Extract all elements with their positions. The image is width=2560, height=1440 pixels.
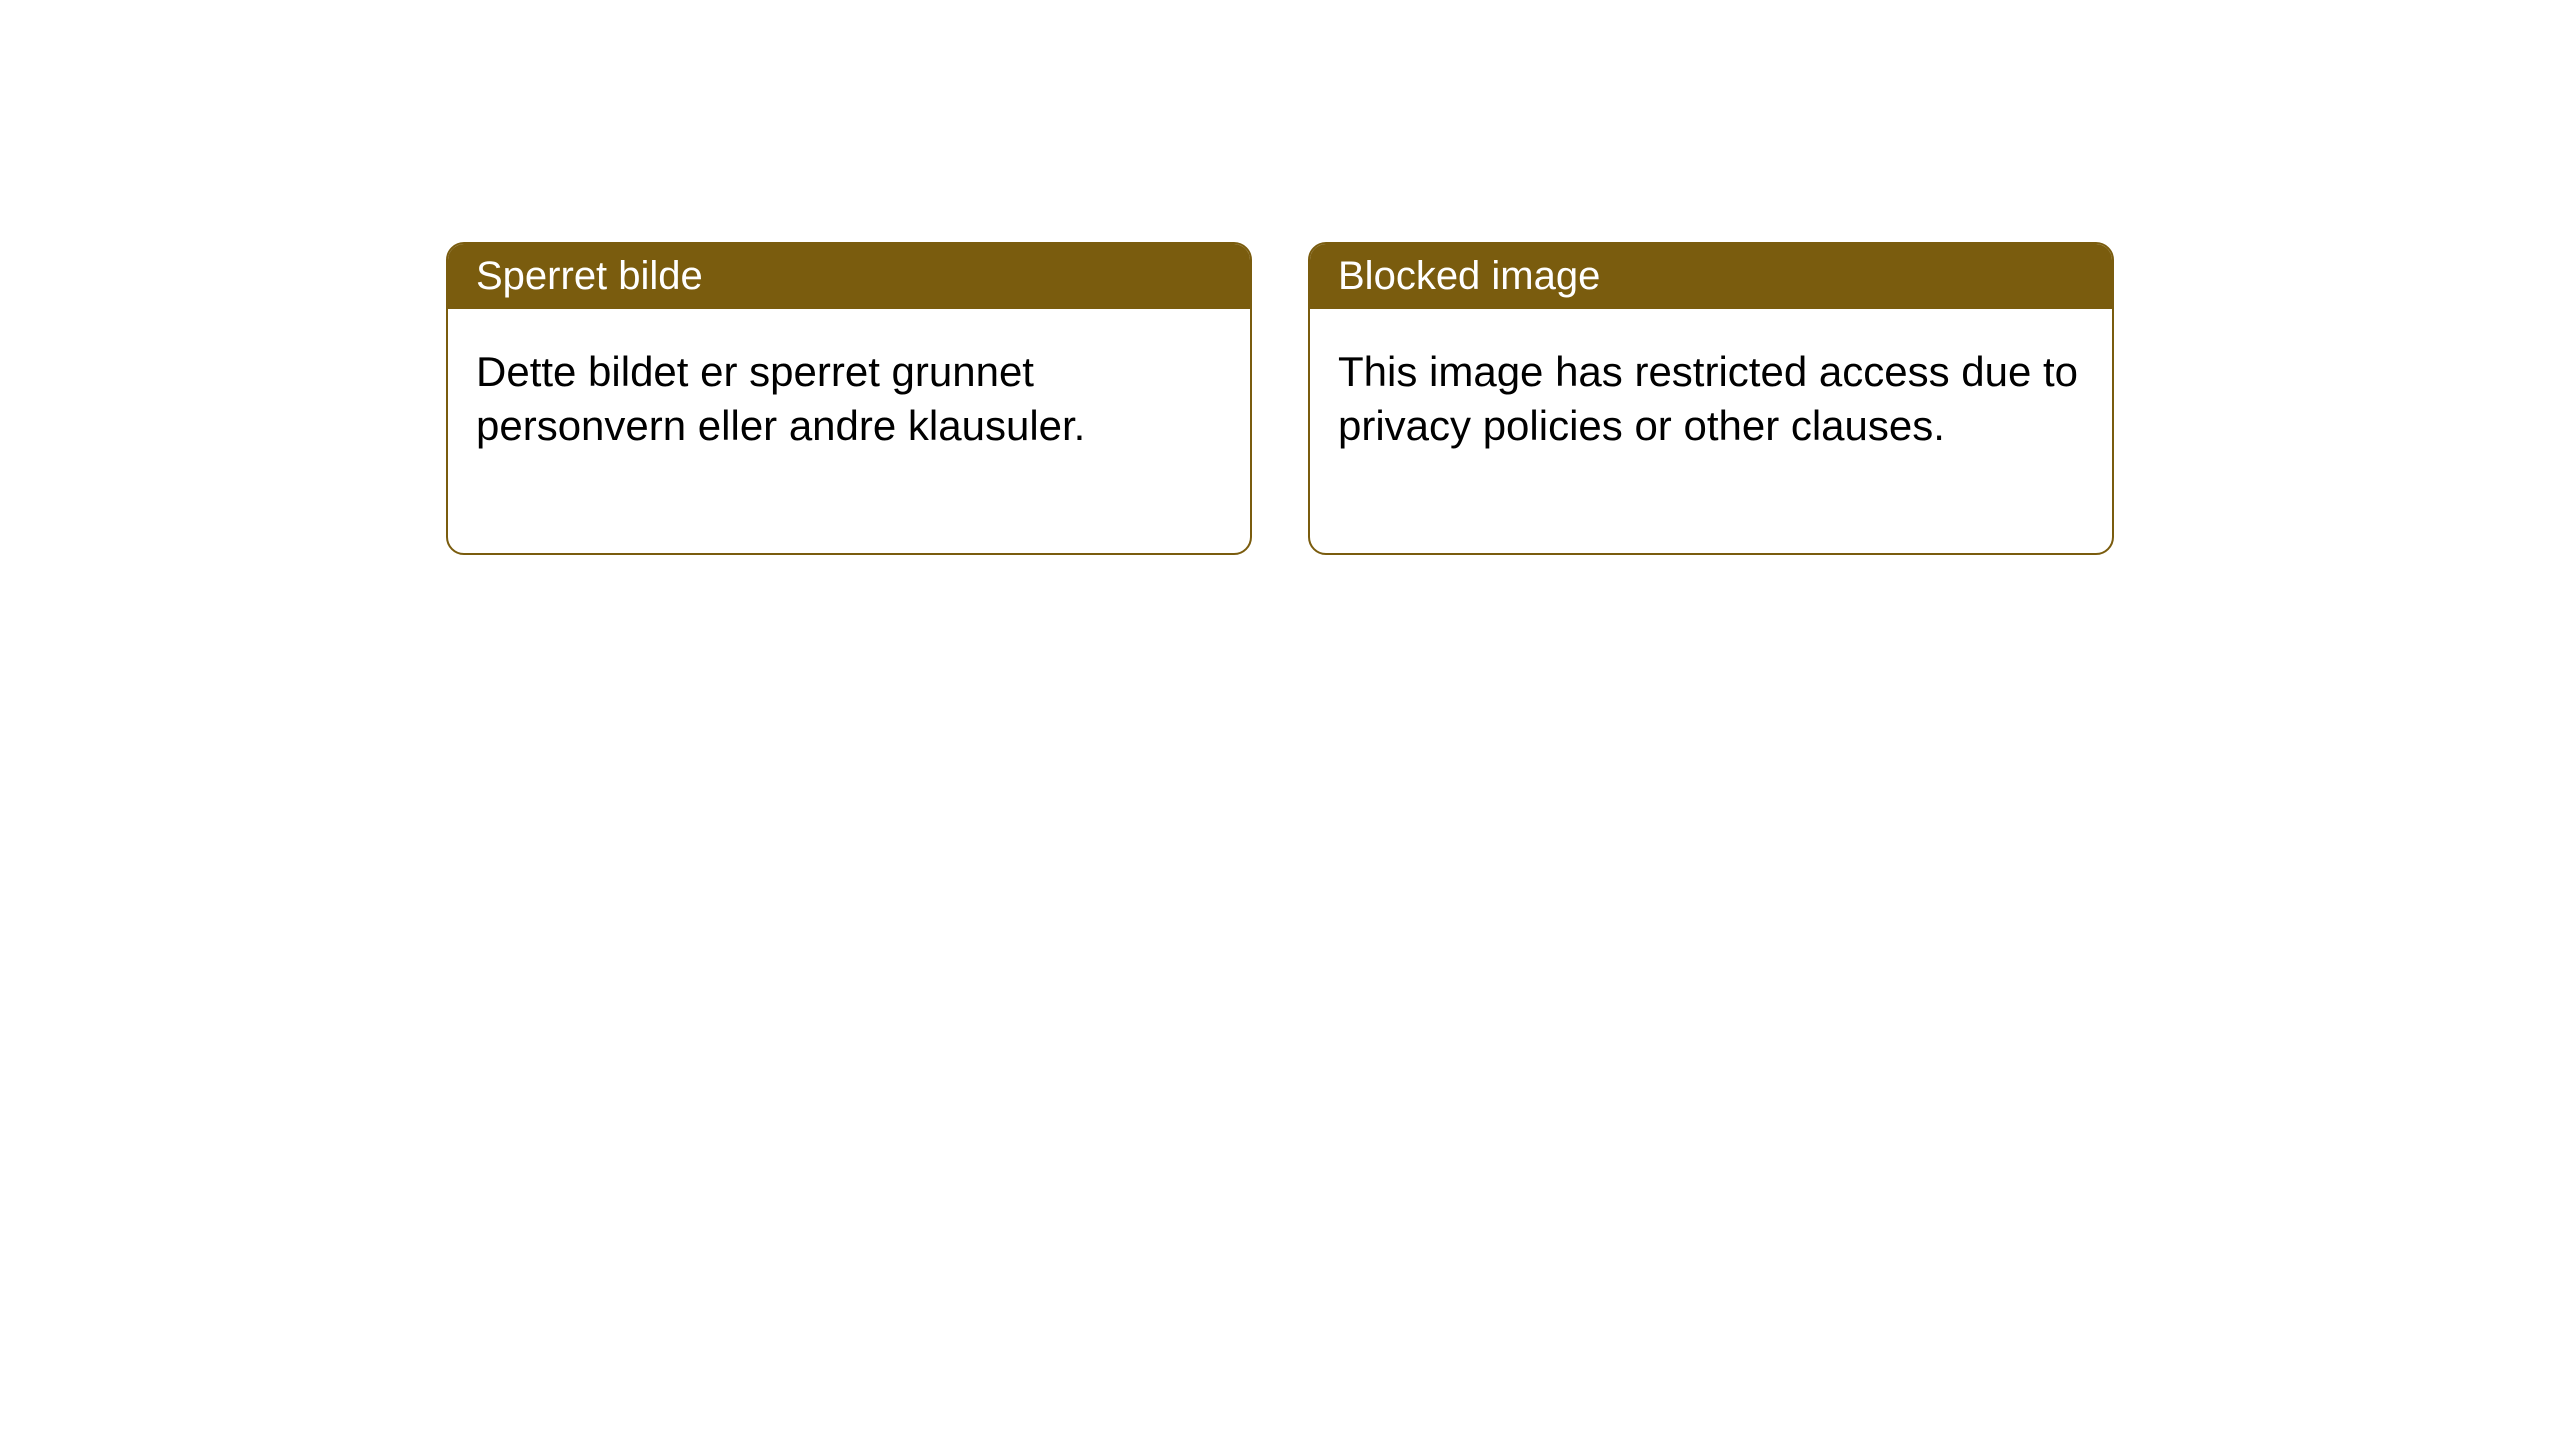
notice-box-norwegian: Sperret bilde Dette bildet er sperret gr… [446,242,1252,555]
notice-message: Dette bildet er sperret grunnet personve… [448,309,1250,553]
notice-header: Sperret bilde [448,244,1250,309]
notice-header: Blocked image [1310,244,2112,309]
notice-message: This image has restricted access due to … [1310,309,2112,553]
notice-container: Sperret bilde Dette bildet er sperret gr… [446,242,2114,555]
notice-box-english: Blocked image This image has restricted … [1308,242,2114,555]
